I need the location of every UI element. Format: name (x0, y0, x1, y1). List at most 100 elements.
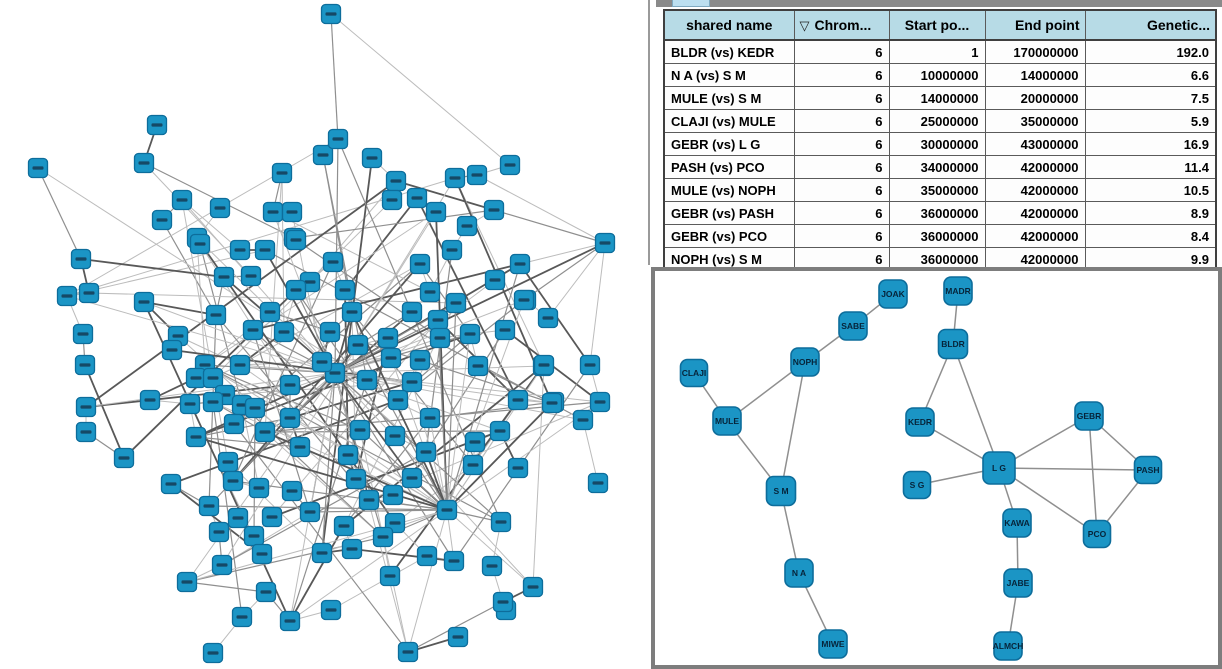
network-node-kedr[interactable]: KEDR (905, 407, 935, 437)
table-cell[interactable]: NOPH (vs) S M (663, 247, 795, 272)
table-cell[interactable]: 192.0 (1084, 39, 1217, 64)
graph-edge[interactable] (321, 372, 336, 554)
network-node-pco[interactable]: PCO (1082, 519, 1112, 549)
graph-edge[interactable] (446, 263, 521, 511)
table-cell[interactable]: GEBR (vs) PASH (663, 201, 795, 225)
table-cell[interactable]: 20000000 (984, 86, 1086, 110)
table-row[interactable]: MULE (vs) S M 6 14000000 20000000 7.5 (663, 86, 1217, 110)
graph-edge[interactable] (582, 419, 599, 484)
node-shape[interactable] (993, 631, 1023, 661)
graph-edge[interactable] (289, 372, 336, 622)
graph-edge[interactable] (177, 335, 241, 366)
graph-edge[interactable] (334, 372, 431, 419)
table-cell[interactable]: 6 (793, 201, 890, 225)
table-cell[interactable]: 10.5 (1084, 178, 1217, 202)
node-shape[interactable] (905, 407, 935, 437)
graph-edge[interactable] (177, 335, 301, 448)
graph-edge[interactable] (429, 417, 448, 511)
table-cell[interactable]: CLAJI (vs) MULE (663, 109, 795, 133)
graph-edge[interactable] (143, 301, 217, 316)
graph-edge[interactable] (221, 511, 311, 566)
table-cell[interactable]: 25000000 (888, 109, 986, 133)
network-node-pash[interactable]: PASH (1133, 455, 1163, 485)
table-cell[interactable]: 16.9 (1084, 132, 1217, 156)
graph-edge[interactable] (66, 295, 336, 374)
detail-network-view[interactable]: JOAK SABE NOPH CLAJI MULE S M N A MIWE MADR BLDR K… (655, 271, 1218, 665)
network-node-madr[interactable]: MADR (943, 276, 973, 306)
graph-edge[interactable] (80, 258, 225, 278)
table-cell[interactable]: 10000000 (888, 63, 986, 87)
graph-edge[interactable] (181, 199, 336, 374)
network-node-mule[interactable]: MULE (712, 406, 742, 436)
table-cell[interactable]: 42000000 (984, 178, 1086, 202)
node-shape[interactable] (902, 470, 932, 500)
network-edge[interactable] (998, 467, 1149, 471)
network-node-sabe[interactable]: SABE (838, 311, 868, 341)
node-shape[interactable] (1133, 455, 1163, 485)
table-row[interactable]: GEBR (vs) L G 6 30000000 43000000 16.9 (663, 132, 1217, 156)
table-cell[interactable]: N A (vs) S M (663, 63, 795, 87)
table-row[interactable]: MULE (vs) NOPH 6 35000000 42000000 10.5 (663, 178, 1217, 202)
table-cell[interactable]: MULE (vs) S M (663, 86, 795, 110)
graph-edge[interactable] (264, 372, 336, 433)
node-shape[interactable] (818, 629, 848, 659)
node-shape[interactable] (1003, 568, 1033, 598)
column-header-0[interactable]: shared name (663, 9, 795, 41)
graph-edge[interactable] (407, 509, 448, 653)
network-node-kawa[interactable]: KAWA (1002, 508, 1032, 538)
graph-edge[interactable] (181, 199, 241, 251)
table-cell[interactable]: 11.4 (1084, 155, 1217, 179)
network-node-claji[interactable]: CLAJI (679, 358, 709, 388)
overview-network-view[interactable] (0, 0, 648, 669)
table-cell[interactable]: 5.9 (1084, 109, 1217, 133)
table-cell[interactable]: GEBR (vs) PCO (663, 224, 795, 248)
node-shape[interactable] (1002, 508, 1032, 538)
table-cell[interactable]: 36000000 (888, 224, 986, 248)
table-cell[interactable]: 36000000 (888, 201, 986, 225)
graph-edge[interactable] (293, 209, 495, 239)
table-cell[interactable]: 35000000 (888, 178, 986, 202)
table-scrollbar-thumb[interactable] (672, 0, 710, 7)
table-cell[interactable]: 8.4 (1084, 224, 1217, 248)
graph-edge[interactable] (334, 242, 606, 374)
network-node-joak[interactable]: JOAK (878, 279, 908, 309)
node-shape[interactable] (1082, 519, 1112, 549)
graph-edge[interactable] (170, 399, 399, 485)
graph-edge[interactable] (547, 242, 606, 319)
node-shape[interactable] (765, 475, 797, 507)
table-cell[interactable]: 8.9 (1084, 201, 1217, 225)
network-node-s-m[interactable]: S M (765, 475, 797, 507)
table-row[interactable]: GEBR (vs) PASH 6 36000000 42000000 8.9 (663, 201, 1217, 225)
graph-edge[interactable] (334, 372, 409, 653)
graph-edge[interactable] (37, 167, 82, 260)
table-cell[interactable]: 6.6 (1084, 63, 1217, 87)
network-node-n-a[interactable]: N A (784, 558, 814, 588)
table-cell[interactable]: 7.5 (1084, 86, 1217, 110)
network-edge[interactable] (952, 343, 1000, 469)
graph-edge[interactable] (437, 319, 448, 511)
table-row[interactable]: N A (vs) S M 6 10000000 14000000 6.6 (663, 63, 1217, 87)
graph-edge[interactable] (239, 263, 421, 366)
graph-edge[interactable] (195, 372, 336, 438)
graph-edge[interactable] (199, 243, 291, 386)
network-node-gebr[interactable]: GEBR (1074, 401, 1104, 431)
table-cell[interactable]: 6 (793, 178, 890, 202)
table-cell[interactable]: 6 (793, 39, 890, 64)
node-shape[interactable] (790, 347, 820, 377)
network-node-almch[interactable]: ALMCH (993, 631, 1024, 661)
graph-edge[interactable] (395, 180, 495, 211)
graph-edge[interactable] (519, 242, 606, 265)
graph-edge[interactable] (330, 555, 428, 611)
table-cell[interactable]: GEBR (vs) L G (663, 132, 795, 156)
graph-edge[interactable] (289, 525, 345, 622)
graph-edge[interactable] (429, 401, 555, 419)
network-node-jabe[interactable]: JABE (1003, 568, 1033, 598)
graph-edge[interactable] (309, 509, 448, 513)
graph-edge[interactable] (368, 499, 448, 511)
network-node-bldr[interactable]: BLDR (937, 328, 969, 360)
table-cell[interactable]: 6 (793, 86, 890, 110)
table-cell[interactable]: 170000000 (984, 39, 1086, 64)
network-node-l-g[interactable]: L G (982, 451, 1016, 485)
table-cell[interactable]: MULE (vs) NOPH (663, 178, 795, 202)
network-edge[interactable] (1088, 415, 1098, 535)
